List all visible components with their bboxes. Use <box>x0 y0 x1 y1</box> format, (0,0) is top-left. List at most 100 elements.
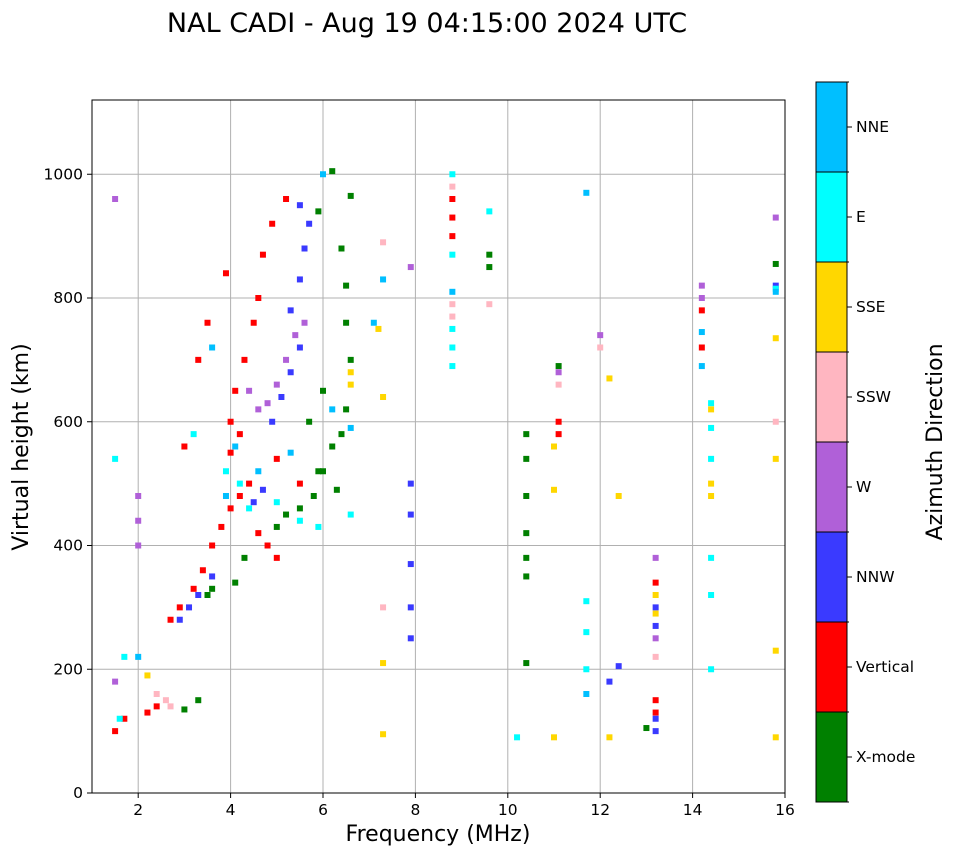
y-tick-label: 200 <box>53 660 83 678</box>
x-axis-label: Frequency (MHz) <box>346 822 531 847</box>
colorbar-swatch <box>816 262 847 352</box>
colorbar: X-mode Vertical NNW W SSW SSE E NNE <box>815 81 915 803</box>
data-point-vertical <box>264 542 271 549</box>
colorbar-label: SSW <box>856 388 891 406</box>
data-point-vertical <box>181 443 188 450</box>
data-point-vertical <box>259 251 266 258</box>
colorbar-frame <box>815 81 848 803</box>
data-point-e <box>449 344 456 351</box>
data-point-x-mode <box>343 406 350 413</box>
data-point-w <box>264 400 271 407</box>
data-point-sse <box>772 455 779 462</box>
data-point-vertical <box>555 431 562 438</box>
data-point-vertical <box>255 530 262 537</box>
data-point-nne <box>232 443 239 450</box>
data-point-x-mode <box>195 697 202 704</box>
data-point-nne <box>209 344 216 351</box>
data-point-nnw <box>652 728 659 735</box>
data-point-w <box>255 406 262 413</box>
data-point-e <box>449 171 456 178</box>
data-point-w <box>772 214 779 221</box>
data-point-vertical <box>121 715 128 722</box>
data-point-vertical <box>112 728 119 735</box>
data-point-nnw <box>306 220 313 227</box>
data-point-x-mode <box>523 431 530 438</box>
data-point-w <box>555 369 562 376</box>
data-point-nne <box>287 449 294 456</box>
data-point-vertical <box>241 356 248 363</box>
colorbar-label: SSE <box>856 298 885 316</box>
data-point-vertical <box>296 480 303 487</box>
y-axis-ticks: 0 200 400 600 800 1000 <box>44 165 92 802</box>
data-point-e <box>236 480 243 487</box>
data-point-x-mode <box>296 505 303 512</box>
data-point-ssw <box>772 418 779 425</box>
data-point-nne <box>320 171 326 178</box>
data-point-nnw <box>301 245 308 252</box>
colorbar-label: NNE <box>856 118 889 136</box>
data-point-x-mode <box>555 363 562 370</box>
data-point-e <box>347 511 354 518</box>
data-point-vertical <box>283 196 290 202</box>
data-point-vertical <box>204 319 211 326</box>
data-point-ssw <box>449 183 456 190</box>
data-point-vertical <box>227 418 234 425</box>
data-point-e <box>190 431 197 438</box>
colorbar-label: Vertical <box>856 658 914 676</box>
data-point-e <box>708 400 715 407</box>
data-point-sse <box>708 406 715 413</box>
data-point-x-mode <box>241 554 248 561</box>
data-point-x-mode <box>273 523 280 530</box>
data-point-e <box>486 208 493 215</box>
data-point-e <box>708 455 715 462</box>
data-point-nne <box>698 363 705 370</box>
data-point-nnw <box>296 202 303 209</box>
data-point-sse <box>606 375 613 382</box>
data-point-sse <box>772 335 779 342</box>
data-point-w <box>698 282 705 289</box>
data-point-w <box>597 332 604 339</box>
colorbar-swatch <box>816 172 847 262</box>
data-point-x-mode <box>306 418 313 425</box>
data-point-vertical <box>227 505 234 512</box>
colorbar-label: E <box>856 208 866 226</box>
x-tick-label: 4 <box>226 801 236 819</box>
data-point-x-mode <box>343 282 350 289</box>
data-point-nnw <box>407 480 414 487</box>
data-point-vertical <box>269 220 276 227</box>
data-point-ssw <box>167 703 174 710</box>
data-point-vertical <box>698 307 705 314</box>
data-point-e <box>772 285 779 292</box>
data-point-nne <box>380 276 387 283</box>
data-point-nnw <box>250 499 257 506</box>
data-point-w <box>698 295 705 301</box>
data-point-ssw <box>153 691 160 697</box>
y-tick-label: 400 <box>53 537 83 555</box>
data-point-vertical <box>273 455 280 462</box>
data-point-sse <box>380 660 387 667</box>
data-point-vertical <box>167 616 174 623</box>
colorbar-label: X-mode <box>856 748 915 766</box>
data-point-vertical <box>250 319 257 326</box>
colorbar-swatch <box>816 532 847 622</box>
colorbar-swatch <box>816 442 847 532</box>
data-point-x-mode <box>310 493 317 499</box>
data-point-w <box>273 381 280 388</box>
data-point-w <box>652 554 659 561</box>
data-point-sse <box>708 480 715 487</box>
data-point-vertical <box>209 542 216 549</box>
data-point-nnw <box>407 635 414 642</box>
data-point-nne <box>583 691 590 697</box>
y-tick-label: 600 <box>53 413 83 431</box>
data-points <box>112 168 779 741</box>
data-point-x-mode <box>209 585 216 592</box>
data-point-x-mode <box>315 208 322 215</box>
colorbar-label: W <box>856 478 871 496</box>
grid-lines <box>92 100 786 794</box>
data-point-ssw <box>449 313 456 320</box>
data-point-e <box>708 666 715 673</box>
data-point-nnw <box>615 663 622 670</box>
data-point-vertical <box>652 579 659 586</box>
data-point-nnw <box>652 622 659 629</box>
data-point-vertical <box>227 449 234 456</box>
